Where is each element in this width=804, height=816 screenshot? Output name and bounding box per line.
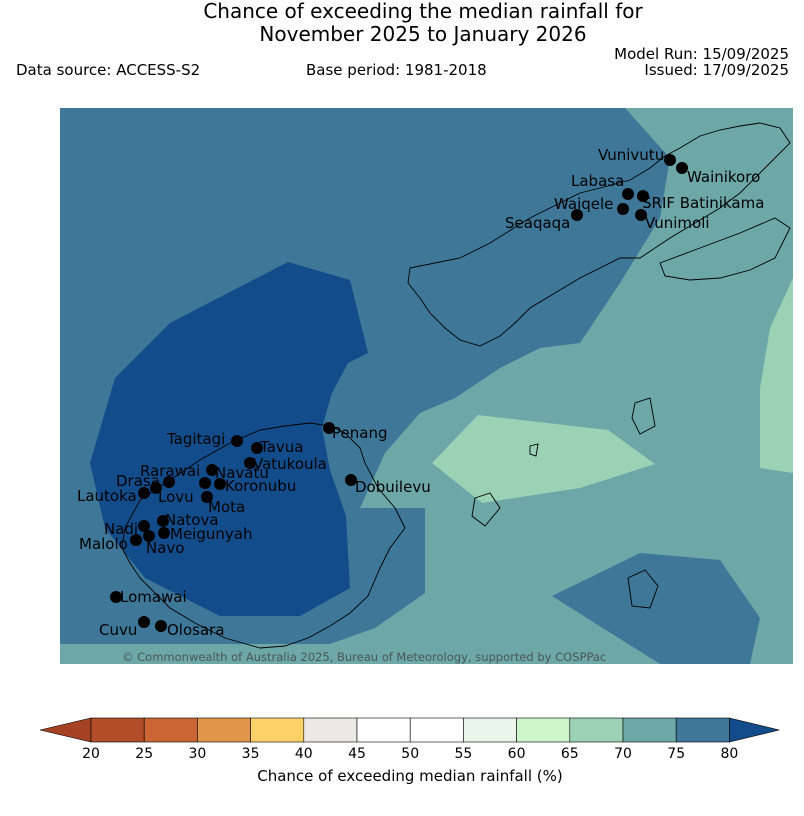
colorbar-segment (143, 717, 198, 743)
station-label-lovu: Lovu (158, 488, 194, 506)
station-dot-olosara (155, 620, 167, 632)
base-period: Base period: 1981-2018 (306, 61, 487, 79)
station-dot-tavua (251, 442, 263, 454)
station-dot-vunivutu (664, 154, 676, 166)
station-dot-natova (157, 515, 169, 527)
station-label-tagitagi: Tagitagi (166, 430, 225, 448)
station-label-drasa: Drasa (116, 472, 160, 490)
station-dot-mota (201, 491, 213, 503)
colorbar-label: Chance of exceeding median rainfall (%) (257, 767, 563, 785)
station-dot-lovu (150, 482, 162, 494)
station-label-nadi: Nadi (104, 520, 138, 538)
station-label-srif-batinikama: SRIF Batinikama (642, 194, 764, 212)
station-label-penang: Penang (332, 424, 387, 442)
station-dot-lomawai (110, 591, 122, 603)
station-dot-tagitagi (231, 435, 243, 447)
station-dot-wainikoro (676, 162, 688, 174)
colorbar-tick-label: 75 (667, 746, 685, 762)
station-dot-penang (323, 422, 335, 434)
station-label-meigunyah: Meigunyah (170, 525, 252, 543)
station-label-vunimoli: Vunimoli (645, 214, 710, 232)
colorbar: 20 25 30 35 40 45 50 55 60 65 70 75 80 (39, 717, 780, 762)
station-dot-cuvu (138, 616, 150, 628)
colorbar-tick-label: 45 (348, 746, 366, 762)
station-label-waiqele: Waiqele (554, 195, 613, 213)
colorbar-extend-low (39, 717, 92, 743)
colorbar-segments (39, 717, 780, 743)
station-label-natova: Natova (165, 511, 219, 529)
station-dot-vatukoula (244, 457, 256, 469)
station-label-olosara: Olosara (167, 621, 225, 639)
rainfall-probability-map: Vunivutu Wainikoro Labasa Waiqele SRIF B… (60, 108, 793, 664)
station-label-lomawai: Lomawai (120, 588, 187, 606)
colorbar-tick-label: 70 (614, 746, 632, 762)
station-dot-waiqele (617, 203, 629, 215)
colorbar-tick-label: 60 (508, 746, 526, 762)
colorbar-tick-label: 30 (188, 746, 206, 762)
region-65-70-center (432, 415, 655, 503)
colorbar-extend-high (729, 717, 780, 743)
colorbar-tick-label: 20 (82, 746, 100, 762)
station-label-tavua: Tavua (259, 438, 303, 456)
colorbar-segment (516, 717, 571, 743)
colorbar-segment (569, 717, 624, 743)
station-dot-navo (143, 530, 155, 542)
station-dot-seaqaqa (571, 209, 583, 221)
colorbar-tick-label: 50 (401, 746, 419, 762)
station-dot-rarawai (206, 464, 218, 476)
station-label-malolo: Malolo (79, 535, 128, 553)
colorbar-tick-label: 35 (242, 746, 260, 762)
station-label-lautoka: Lautoka (77, 487, 137, 505)
station-dot-koronubu (214, 478, 226, 490)
issued-date: Issued: 17/09/2025 (644, 61, 789, 79)
data-source: Data source: ACCESS-S2 (16, 61, 201, 79)
station-label-wainikoro: Wainikoro (687, 168, 760, 186)
station-label-dobuilevu: Dobuilevu (355, 478, 431, 496)
station-dot-labasa (622, 188, 634, 200)
station-dot-srif-batinikama (637, 190, 649, 202)
chart-title-line1: Chance of exceeding the median rainfall … (203, 0, 643, 23)
station-label-labasa: Labasa (571, 172, 624, 190)
colorbar-tick-label: 65 (561, 746, 579, 762)
station-label-mota: Mota (208, 498, 245, 516)
colorbar-tick-label: 80 (720, 746, 738, 762)
station-dot-malolo (130, 534, 142, 546)
colorbar-segment (90, 717, 145, 743)
colorbar-segment (622, 717, 677, 743)
station-dot-lautoka (138, 487, 150, 499)
station-dot-meigunyah (158, 527, 170, 539)
station-dot-vunimoli (635, 209, 647, 221)
station-dot-nadi (138, 520, 150, 532)
station-dot-navatu (199, 477, 211, 489)
colorbar-tick-label: 40 (295, 746, 313, 762)
colorbar-segment (197, 717, 251, 743)
region-75-80-south (552, 553, 760, 664)
station-label-navatu: Navatu (215, 464, 269, 482)
station-label-vatukoula: Vatukoula (253, 455, 327, 473)
colorbar-tick-label: 25 (135, 746, 153, 762)
colorbar-segment (675, 717, 730, 743)
colorbar-segment (356, 717, 411, 743)
station-label-cuvu: Cuvu (99, 621, 137, 639)
station-label-seaqaqa: Seaqaqa (505, 214, 570, 232)
colorbar-segment (463, 717, 517, 743)
colorbar-segment (409, 717, 464, 743)
station-label-rarawai: Rarawai (140, 462, 200, 480)
colorbar-segment (303, 717, 358, 743)
station-markers: Vunivutu Wainikoro Labasa Waiqele SRIF B… (77, 146, 764, 639)
colorbar-tick-label: 55 (454, 746, 472, 762)
station-label-navo: Navo (146, 539, 184, 557)
coastlines (121, 122, 791, 649)
chart-title-line2: November 2025 to January 2026 (259, 22, 587, 46)
colorbar-segment (250, 717, 305, 743)
copyright-text: © Commonwealth of Australia 2025, Bureau… (122, 650, 606, 664)
station-label-vunivutu: Vunivutu (598, 146, 664, 164)
station-dot-dobuilevu (345, 474, 357, 486)
station-label-koronubu: Koronubu (225, 477, 296, 495)
colorbar-ticks: 20 25 30 35 40 45 50 55 60 65 70 75 80 (82, 746, 738, 762)
station-dot-drasa (163, 476, 175, 488)
region-80-plus (90, 262, 368, 616)
region-65-70-east (760, 278, 793, 473)
model-run: Model Run: 15/09/2025 (614, 45, 789, 63)
